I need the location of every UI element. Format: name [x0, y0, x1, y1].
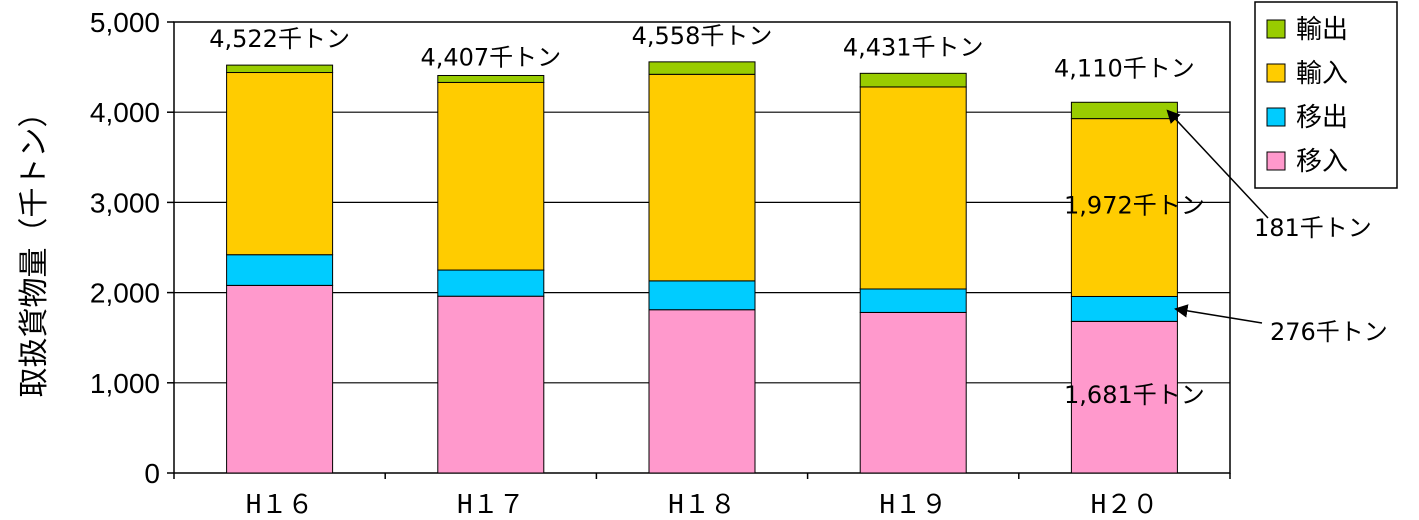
y-tick-label: 3,000 [90, 187, 160, 218]
bar-segment-H20-s2 [1070, 118, 1178, 297]
total-label: 4,522千トン [209, 25, 350, 53]
bar-segment-H17-s1 [437, 269, 545, 297]
bar-segment-H20-s3 [1070, 101, 1178, 120]
import-annotation: 1,972千トン [1064, 192, 1205, 220]
bar-segment-H16-s0 [226, 284, 334, 474]
bar-segment-H20-s1 [1070, 295, 1178, 322]
bar-segment-H16-s2 [226, 72, 334, 256]
bars [226, 61, 1178, 474]
y-tick-label: 2,000 [90, 278, 160, 309]
bar-segment-H19-s1 [859, 288, 967, 313]
transfer-in-annotation: 1,681千トン [1064, 381, 1205, 409]
bar-segment-H17-s2 [437, 81, 545, 271]
bar-segment-H19-s0 [859, 311, 967, 474]
bar-segment-H18-s2 [648, 73, 756, 282]
x-category-label: H２０ [1091, 490, 1159, 520]
legend-label: 移入 [1296, 147, 1348, 177]
export-callout-arrow [1166, 109, 1269, 219]
transfer-out-callout-arrow [1174, 304, 1263, 324]
bar-segment-H17-s0 [437, 295, 545, 474]
x-category-label: H１９ [879, 490, 947, 520]
bar-segment-H18-s0 [648, 309, 756, 474]
transfer-out-callout-label: 276千トン [1270, 318, 1388, 346]
legend-label: 移出 [1296, 103, 1348, 133]
x-category-label: H１８ [668, 490, 736, 520]
legend-label: 輸出 [1296, 15, 1348, 45]
legend-swatch [1266, 151, 1286, 171]
legend-swatch [1266, 63, 1286, 83]
y-tick-label: 4,000 [90, 97, 160, 128]
total-label: 4,431千トン [843, 33, 984, 61]
y-tick-label: 0 [144, 458, 160, 489]
bar-segment-H17-s3 [437, 74, 545, 83]
bar-segment-H16-s3 [226, 64, 334, 74]
total-label: 4,558千トン [632, 22, 773, 50]
legend-swatch [1266, 107, 1286, 127]
total-label: 4,110千トン [1054, 54, 1195, 82]
axes: 0 1,000 2,000 3,000 4,000 5,000 取扱貨物量（千トン） H１６ H… [17, 7, 1231, 520]
bar-segment-H19-s2 [859, 86, 967, 290]
bar-segment-H18-s1 [648, 280, 756, 311]
y-axis-label: 取扱貨物量（千トン） [17, 98, 52, 398]
bar-segment-H20-s0 [1070, 320, 1178, 474]
legend-swatch [1266, 19, 1286, 39]
export-callout-label: 181千トン [1254, 214, 1372, 242]
total-label: 4,407千トン [420, 43, 561, 71]
bar-segment-H16-s1 [226, 254, 334, 286]
x-category-label: H１７ [457, 490, 525, 520]
y-tick-label: 5,000 [90, 7, 160, 38]
bar-segment-H18-s3 [648, 61, 756, 75]
legend-label: 輸入 [1296, 59, 1348, 89]
bar-segment-H19-s3 [859, 72, 967, 88]
labels: 4,522千トン 4,407千トン 4,558千トン 4,431千トン 4,110千トン… [209, 22, 1388, 409]
x-category-label: H１６ [246, 490, 314, 520]
y-tick-label: 1,000 [90, 368, 160, 399]
